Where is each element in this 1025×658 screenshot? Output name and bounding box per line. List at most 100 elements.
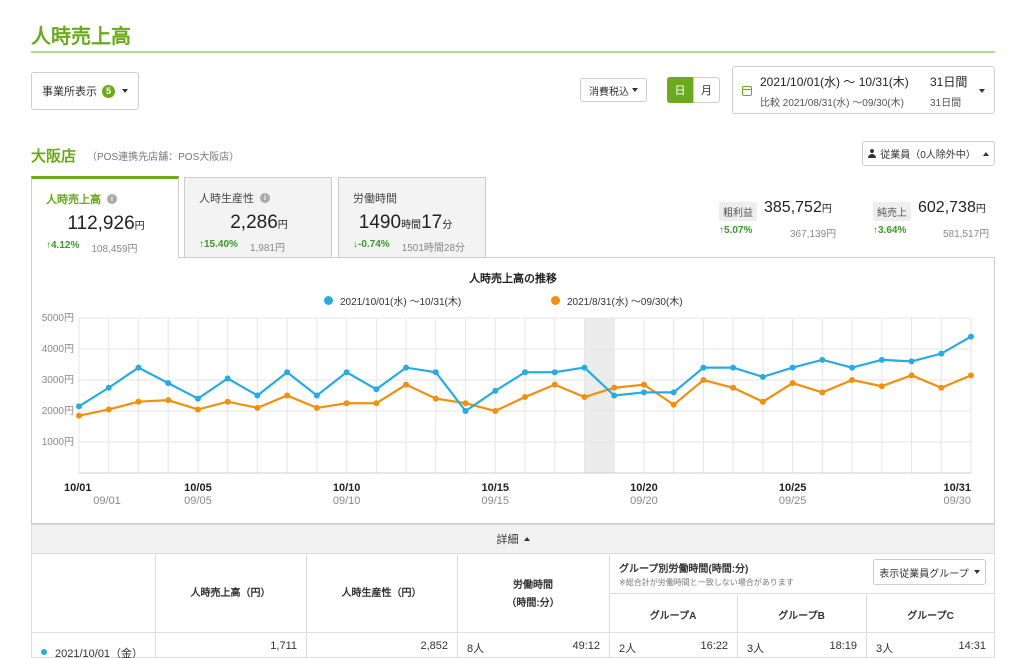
data-point-current — [343, 369, 350, 376]
x-tick-label-compare: 09/10 — [333, 495, 361, 507]
tab-productivity[interactable]: 人時生産性 i 2,286円 ↑15.40% 1,981円 — [184, 177, 332, 257]
net-sales-value: 602,738円 — [918, 199, 986, 217]
page-title: 人時売上高 — [31, 26, 131, 48]
tab-value-minutes: 17 — [421, 212, 443, 233]
employee-filter-button[interactable]: 従業員（0人除外中） — [862, 141, 995, 166]
calendar-icon — [742, 86, 752, 96]
group-note: ※総合計が労働時間と一致しない場合があります — [619, 578, 794, 587]
x-tick-label: 10/10 — [333, 482, 361, 494]
tab-label: 人時生産性 — [199, 193, 254, 205]
data-point-current — [759, 373, 766, 380]
gross-profit-change: ↑5.07% — [719, 225, 753, 236]
data-point-compare — [849, 377, 856, 383]
legend-label: 2021/8/31(水) 〜09/30(木) — [567, 297, 683, 308]
data-point-current — [878, 356, 885, 363]
data-point-compare — [878, 383, 885, 390]
row-group-a-people: 2人 — [619, 643, 637, 655]
data-point-current — [700, 364, 707, 371]
legend-item-compare[interactable]: 2021/8/31(水) 〜09/30(木) — [551, 293, 683, 308]
day-toggle-button[interactable]: 日 — [667, 77, 693, 103]
data-point-current — [254, 392, 261, 399]
x-tick-label-compare: 09/25 — [779, 495, 807, 507]
header-work-hours: 労働時間 — [513, 580, 553, 591]
employee-group-dropdown[interactable]: 表示従業員グループ — [873, 559, 986, 585]
date-range-picker[interactable]: 2021/10/01(水) 〜 10/31(木) 31日間 比較 2021/08… — [732, 66, 995, 114]
data-point-compare — [640, 381, 647, 388]
data-point-current — [938, 350, 945, 357]
net-sales-tag: 純売上 — [873, 202, 911, 221]
net-sales-previous: 581,517円 — [943, 229, 990, 240]
legend-item-current[interactable]: 2021/10/01(水) 〜10/31(木) — [324, 293, 461, 308]
column-divider — [457, 554, 458, 658]
data-point-current — [403, 364, 410, 371]
header-productivity: 人時生産性（円） — [341, 588, 422, 599]
data-point-compare — [224, 398, 231, 405]
x-tick-label: 10/20 — [630, 482, 658, 494]
row-people: 8人 — [467, 643, 485, 655]
gross-profit-previous: 367,139円 — [790, 229, 837, 240]
person-icon — [868, 149, 877, 158]
data-point-compare — [165, 397, 172, 404]
data-point-current — [224, 375, 231, 382]
data-point-compare — [76, 412, 82, 419]
row-sales: 1,711 — [270, 640, 297, 652]
gross-profit-value: 385,752円 — [764, 199, 832, 217]
employee-filter-label: 従業員（0人除外中） — [880, 150, 976, 161]
tab-value: 2,286 — [230, 212, 278, 233]
chart-title: 人時売上高の推移 — [469, 273, 557, 285]
row-productivity: 2,852 — [420, 640, 448, 652]
data-point-current — [432, 369, 439, 376]
row-divider — [609, 593, 995, 594]
previous-value: 1,981円 — [249, 243, 285, 254]
info-icon[interactable]: i — [260, 193, 270, 203]
row-group-a-hours: 16:22 — [700, 640, 728, 652]
header-group-b: グループB — [778, 611, 825, 622]
data-point-compare — [730, 384, 737, 391]
change-rate: ↑4.12% — [46, 240, 80, 251]
office-display-dropdown[interactable]: 事業所表示 5 — [31, 72, 139, 110]
data-point-current — [462, 408, 469, 414]
column-divider — [155, 554, 156, 658]
data-point-compare — [908, 372, 915, 379]
store-pos-link: （POS連携先店舗：POS大阪店） — [87, 152, 240, 163]
group-select-label: 表示従業員グループ — [879, 568, 969, 580]
previous-value: 108,459円 — [91, 244, 138, 255]
tax-label: 消費税込 — [589, 86, 629, 98]
data-point-current — [194, 395, 201, 402]
x-tick-label: 10/15 — [482, 482, 510, 494]
data-point-current — [640, 389, 647, 396]
data-point-compare — [551, 381, 558, 388]
legend-label: 2021/10/01(水) 〜10/31(木) — [340, 297, 462, 308]
data-point-compare — [403, 381, 410, 388]
data-point-compare — [194, 406, 201, 413]
x-tick-label: 10/31 — [943, 482, 971, 494]
tab-unit: 時間 — [401, 220, 422, 231]
data-point-compare — [492, 408, 499, 414]
caret-up-icon — [523, 537, 530, 541]
data-point-compare — [432, 395, 439, 402]
x-tick-label-compare: 09/01 — [93, 495, 121, 507]
data-point-compare — [938, 384, 945, 391]
data-point-current — [819, 356, 826, 363]
tab-work-hours[interactable]: 労働時間 1490時間17分 ↓-0.74% 1501時間28分 — [338, 177, 486, 257]
data-point-current — [373, 386, 380, 393]
tab-value: 112,926 — [67, 213, 135, 234]
details-toggle[interactable]: 詳細 — [31, 524, 995, 554]
tab-value: 1490 — [358, 212, 402, 233]
data-point-compare — [313, 404, 320, 411]
data-point-compare — [819, 389, 826, 396]
data-point-compare — [254, 404, 261, 411]
x-tick-label-compare: 09/30 — [943, 495, 971, 507]
month-toggle-button[interactable]: 月 — [693, 77, 720, 103]
tax-dropdown[interactable]: 消費税込 — [580, 78, 647, 102]
data-point-current — [968, 333, 974, 340]
row-date[interactable]: 2021/10/01（金） — [55, 648, 144, 658]
kpi-unit: 円 — [821, 204, 832, 215]
date-days: 31日間 — [930, 75, 968, 89]
data-point-compare — [373, 400, 380, 407]
x-tick-label: 10/25 — [779, 482, 807, 494]
change-rate: ↓-0.74% — [353, 239, 390, 250]
tab-sales-per-hour[interactable]: 人時売上高 i 112,926円 ↑4.12% 108,459円 — [31, 176, 179, 258]
info-icon[interactable]: i — [107, 194, 117, 204]
